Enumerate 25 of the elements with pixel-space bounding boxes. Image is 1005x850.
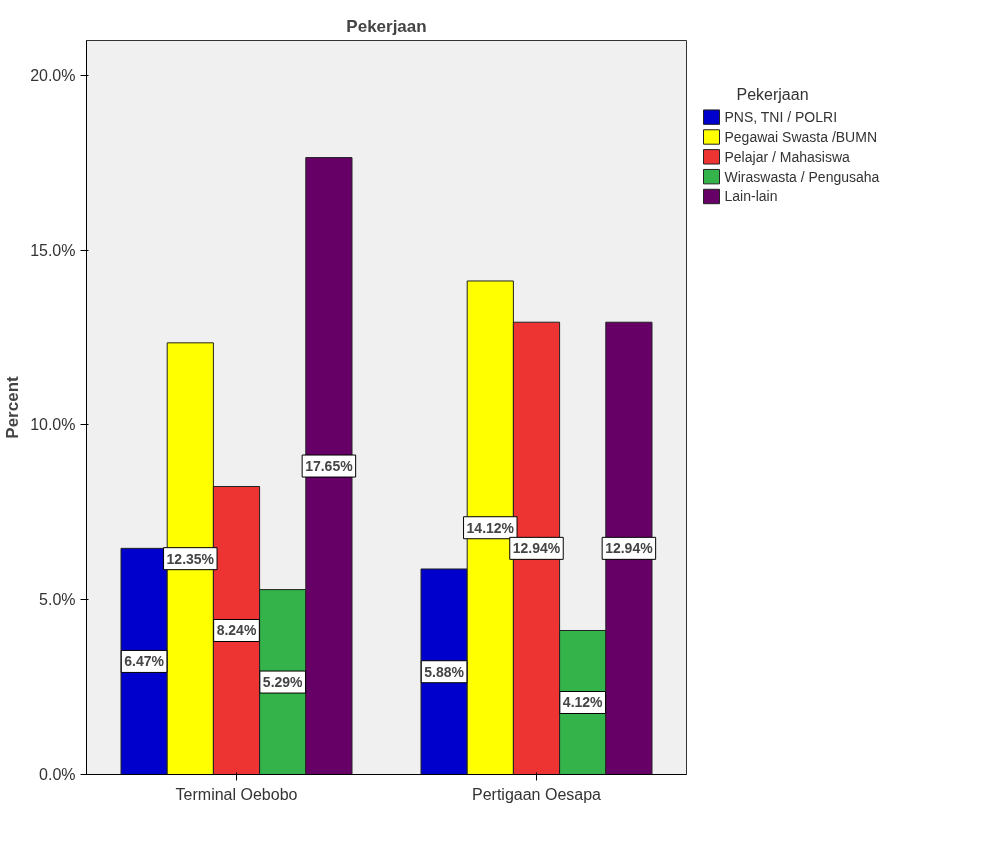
chart-title: Pekerjaan xyxy=(346,16,427,36)
x-tick-label: Terminal Oebobo xyxy=(175,785,298,803)
legend-label: Lain-lain xyxy=(724,188,778,205)
data-label: 6.47% xyxy=(124,653,165,670)
y-tick-label: 20.0% xyxy=(30,66,76,84)
x-tick-label: Pertigaan Oesapa xyxy=(472,785,602,803)
y-tick-label: 0.0% xyxy=(39,766,76,783)
legend-label: PNS, TNI / POLRI xyxy=(724,109,838,126)
data-label: 12.94% xyxy=(605,540,654,557)
y-tick-label: 15.0% xyxy=(30,241,76,259)
y-tick-label: 5.0% xyxy=(39,591,76,609)
data-label: 5.29% xyxy=(262,674,304,691)
data-label: 4.12% xyxy=(562,694,604,711)
legend-label: Pelajar / Mahasiswa xyxy=(724,148,850,165)
data-label: 12.35% xyxy=(166,550,215,567)
data-label: 8.24% xyxy=(216,622,257,639)
legend-title: Pekerjaan xyxy=(736,86,809,104)
legend-label: Pegawai Swasta /BUMN xyxy=(724,128,878,145)
data-label: 17.65% xyxy=(305,458,354,475)
data-label: 14.12% xyxy=(466,519,515,536)
data-label: 5.88% xyxy=(424,663,465,680)
legend-label: Wiraswasta / Pengusaha xyxy=(724,168,880,185)
y-tick-label: 10.0% xyxy=(30,416,76,434)
data-label: 12.94% xyxy=(512,540,561,557)
y-axis-title: Percent xyxy=(3,375,23,439)
